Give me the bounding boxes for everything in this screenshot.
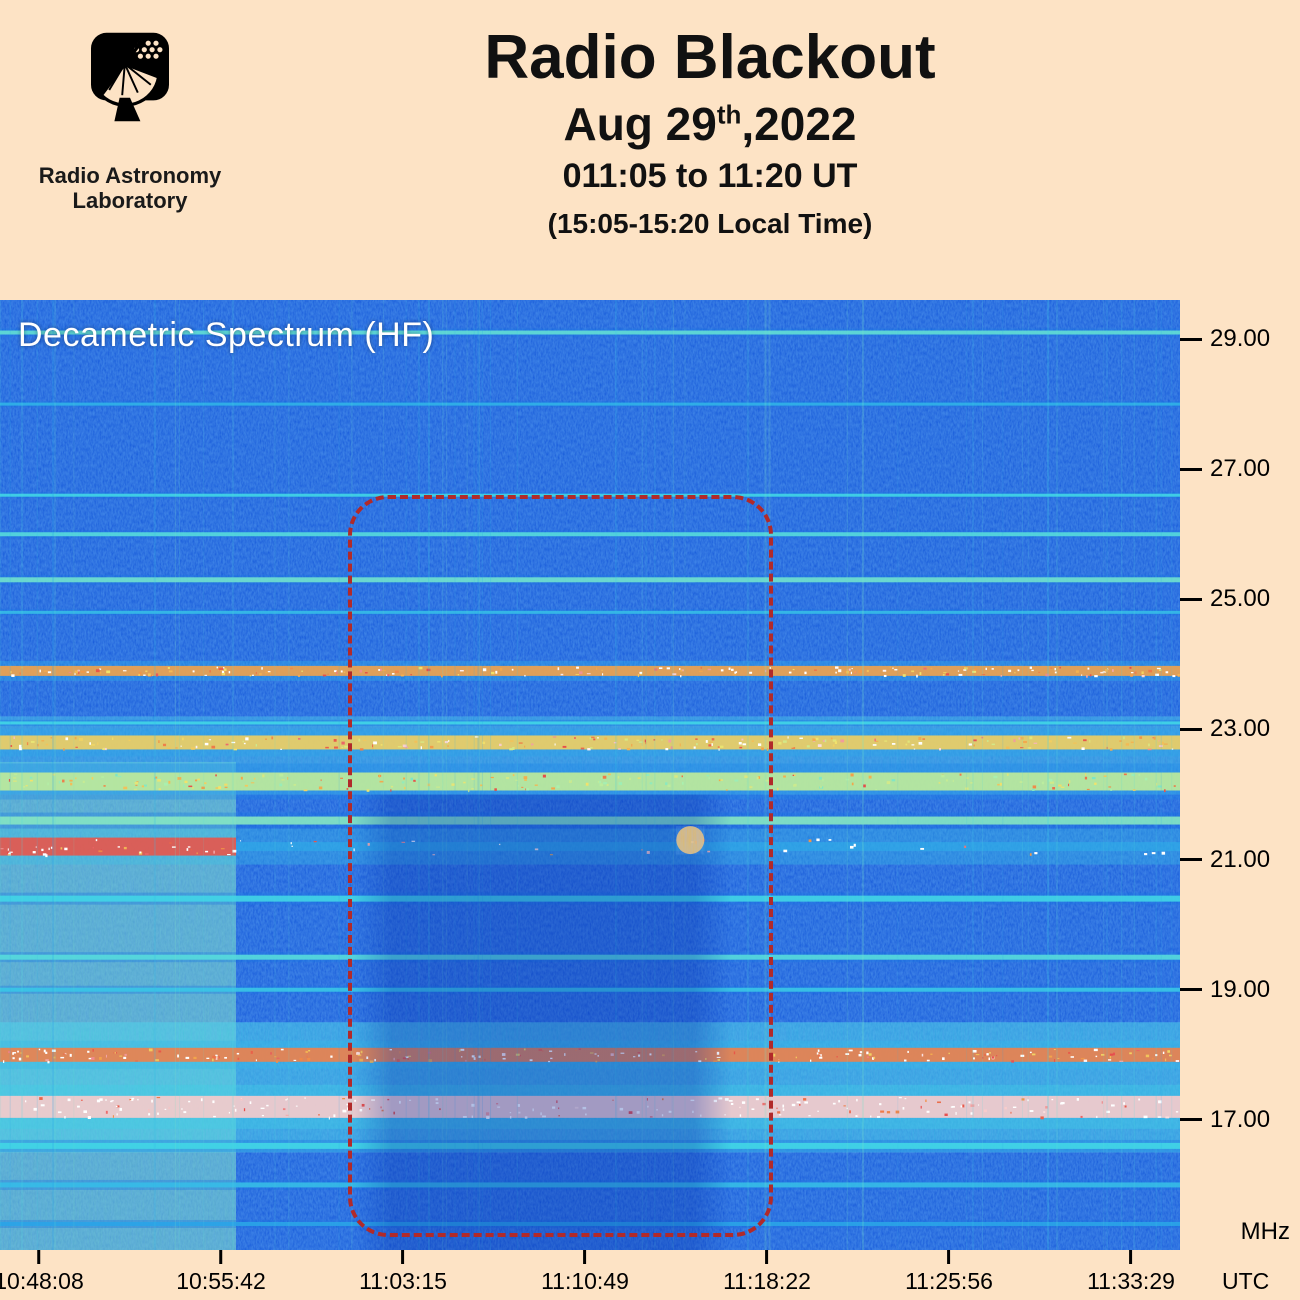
spectrogram (0, 300, 1180, 1250)
y-axis: 29.00 27.00 25.00 23.00 21.00 19.00 17.00 MHz (1180, 300, 1300, 1250)
tick-mark (1180, 1118, 1202, 1121)
time-local: (15:05-15:20 Local Time) (270, 208, 1150, 240)
header: Radio Astronomy Laboratory Radio Blackou… (0, 0, 1300, 300)
tick-mark (583, 1250, 586, 1264)
x-tick-label: 11:33:29 (1087, 1268, 1175, 1295)
y-tick: 23.00 (1180, 715, 1270, 743)
x-tick: 11:18:22 (723, 1250, 811, 1295)
x-tick: 10:55:42 (176, 1250, 266, 1295)
x-tick-label: 11:18:22 (723, 1268, 811, 1295)
time-ut: 011:05 to 11:20 UT (270, 157, 1150, 196)
chart-area: Decametric Spectrum (HF) 29.00 27.00 25.00… (0, 300, 1300, 1300)
x-tick: 11:33:29 (1087, 1250, 1175, 1295)
date-line: Aug 29th,2022 (270, 97, 1150, 151)
y-tick-label: 19.00 (1210, 976, 1270, 1004)
tick-mark (1180, 988, 1202, 991)
x-tick-label: 10:55:42 (176, 1268, 266, 1295)
x-axis: 10:48:08 10:55:42 11:03:15 11:10:49 11:18:22… (0, 1250, 1300, 1300)
tick-mark (401, 1250, 404, 1264)
date-suffix: ,2022 (741, 98, 856, 150)
x-tick: 11:25:56 (905, 1250, 993, 1295)
tick-mark (1180, 598, 1202, 601)
y-tick-label: 17.00 (1210, 1106, 1270, 1134)
x-tick: 11:03:15 (359, 1250, 447, 1295)
page-title: Radio Blackout (270, 22, 1150, 93)
date-prefix: Aug 29 (563, 98, 716, 150)
y-tick: 25.00 (1180, 585, 1270, 613)
spectrum-label: Decametric Spectrum (HF) (18, 316, 434, 355)
page: Radio Astronomy Laboratory Radio Blackou… (0, 0, 1300, 1300)
x-tick: 10:48:08 (0, 1250, 84, 1295)
radio-dish-icon (65, 25, 195, 155)
tick-mark (1180, 468, 1202, 471)
y-axis-unit: MHz (1241, 1218, 1290, 1246)
tick-mark (220, 1250, 223, 1264)
y-tick: 19.00 (1180, 976, 1270, 1004)
tick-mark (1180, 858, 1202, 861)
y-tick-label: 25.00 (1210, 585, 1270, 613)
tick-mark (1180, 728, 1202, 731)
tick-mark (38, 1250, 41, 1264)
x-tick-label: 11:25:56 (905, 1268, 993, 1295)
tick-mark (947, 1250, 950, 1264)
x-tick-label: 11:03:15 (359, 1268, 447, 1295)
x-axis-unit: UTC (1222, 1268, 1269, 1295)
y-tick: 17.00 (1180, 1106, 1270, 1134)
x-tick: 11:10:49 (541, 1250, 629, 1295)
y-tick-label: 27.00 (1210, 455, 1270, 483)
y-tick-label: 23.00 (1210, 715, 1270, 743)
tick-mark (1180, 338, 1202, 341)
y-tick: 21.00 (1180, 846, 1270, 874)
y-tick-label: 29.00 (1210, 325, 1270, 353)
logo-block: Radio Astronomy Laboratory (30, 25, 230, 214)
title-block: Radio Blackout Aug 29th,2022 011:05 to 1… (270, 20, 1270, 240)
x-tick-label: 11:10:49 (541, 1268, 629, 1295)
y-tick: 29.00 (1180, 325, 1270, 353)
y-tick-label: 21.00 (1210, 846, 1270, 874)
x-tick-label: 10:48:08 (0, 1268, 84, 1295)
y-tick: 27.00 (1180, 455, 1270, 483)
date-sup: th (717, 100, 742, 130)
logo-label: Radio Astronomy Laboratory (30, 163, 230, 214)
tick-mark (765, 1250, 768, 1264)
tick-mark (1129, 1250, 1132, 1264)
